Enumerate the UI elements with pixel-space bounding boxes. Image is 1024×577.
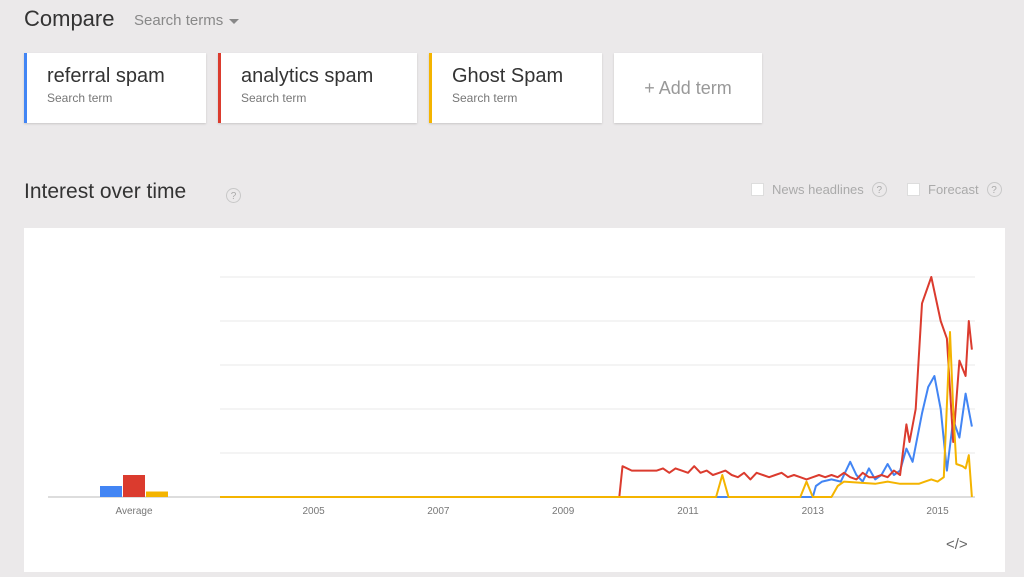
search-terms-dropdown[interactable]: Search terms <box>134 12 240 29</box>
x-tick-label: 2009 <box>552 506 575 517</box>
average-bar <box>146 491 168 497</box>
section-title: Interest over time <box>24 180 187 203</box>
series-line <box>220 375 973 498</box>
add-term-button[interactable]: + Add term <box>614 53 762 123</box>
series-line <box>220 276 973 498</box>
term-card-analytics-spam[interactable]: analytics spam Search term <box>218 53 417 123</box>
term-card-ghost-spam[interactable]: Ghost Spam Search term <box>429 53 602 123</box>
page-title: Compare <box>24 6 115 31</box>
news-headlines-checkbox[interactable] <box>751 183 764 196</box>
x-tick-label: 2007 <box>427 506 450 517</box>
term-name: analytics spam <box>241 65 374 87</box>
x-tick-label: 2013 <box>802 506 825 517</box>
term-color-bar <box>218 53 221 123</box>
average-bar <box>100 486 122 497</box>
interest-over-time-chart: Average 2005 2007 2009 2011 2013 2015 <box>48 276 975 517</box>
term-name: Ghost Spam <box>452 65 564 87</box>
forecast-option: Forecast ? <box>907 182 1002 197</box>
average-label: Average <box>115 506 153 517</box>
news-headlines-option: News headlines ? <box>751 182 887 197</box>
chart-panel: Average 2005 2007 2009 2011 2013 2015 <box>24 228 1005 572</box>
help-icon[interactable]: ? <box>226 188 241 203</box>
embed-icon[interactable]: </> <box>946 536 968 553</box>
term-color-bar <box>429 53 432 123</box>
average-bar <box>123 475 145 497</box>
search-terms-label: Search terms <box>134 12 224 29</box>
forecast-label: Forecast <box>928 182 979 197</box>
help-icon[interactable]: ? <box>871 182 887 197</box>
help-icon[interactable]: ? <box>986 182 1002 197</box>
news-headlines-label: News headlines <box>772 182 864 197</box>
term-type: Search term <box>241 91 307 105</box>
x-tick-label: 2011 <box>677 506 699 517</box>
forecast-checkbox[interactable] <box>907 183 920 196</box>
term-name: referral spam <box>47 65 165 87</box>
term-card-referral-spam[interactable]: referral spam Search term <box>24 53 206 123</box>
x-tick-label: 2005 <box>302 506 325 517</box>
term-type: Search term <box>47 91 113 105</box>
x-tick-label: 2015 <box>926 506 949 517</box>
series-line <box>220 331 973 498</box>
term-type: Search term <box>452 91 518 105</box>
caret-down-icon <box>229 19 240 24</box>
term-color-bar <box>24 53 27 123</box>
